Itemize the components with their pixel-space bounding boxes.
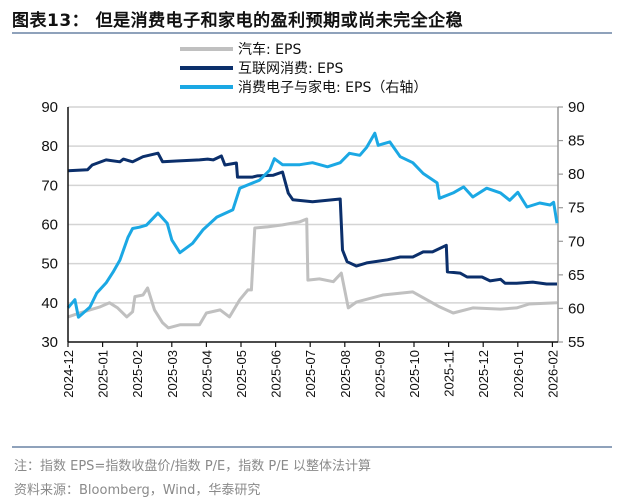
series-line-0 [67,217,558,330]
right-axis-tick-label: 80 [568,166,585,183]
left-axis-tick-label: 80 [41,138,58,155]
x-axis-tick-label: 2025-01 [96,350,111,398]
x-axis-tick-label: 2026-01 [511,350,526,398]
x-axis-tick-label: 2025-06 [269,350,284,398]
x-axis-tick-label: 2025-08 [338,350,353,398]
source-text: 资料来源：Bloomberg，Wind，华泰研究 [14,483,261,498]
right-axis-tick-label: 85 [568,133,585,150]
legend-label-0: 汽车: EPS [238,41,301,58]
x-axis-tick-label: 2025-07 [303,350,318,398]
x-axis-tick-label: 2025-12 [476,350,491,398]
left-axis-tick-label: 90 [41,99,58,116]
right-axis-tick-label: 75 [568,200,585,217]
left-axis-tick-label: 60 [41,217,58,234]
left-axis-tick-label: 30 [41,334,58,351]
series-line-1 [67,151,557,286]
left-axis-tick-label: 40 [41,295,58,312]
x-axis-tick-label: 2025-05 [234,350,249,398]
x-axis-tick-label: 2024-12 [61,350,76,398]
x-axis-tick-label: 2025-09 [372,350,387,398]
right-axis-tick-label: 90 [568,99,585,116]
left-axis-tick-label: 70 [41,177,58,194]
x-axis-tick-label: 2025-02 [130,350,145,398]
right-axis-tick-label: 65 [568,267,585,284]
legend-label-1: 互联网消费: EPS [238,61,343,77]
series-line-2 [66,131,559,319]
x-axis-tick-label: 2025-04 [199,350,214,398]
x-axis-tick-label: 2025-03 [165,350,180,398]
notes-divider [12,446,612,448]
x-axis-tick-label: 2025-11 [442,350,457,397]
legend-label-2: 消费电子与家电: EPS（右轴） [238,79,427,96]
x-axis-tick-label: 2026-02 [545,350,560,398]
right-axis-tick-label: 60 [568,300,585,317]
x-axis-tick-label: 2025-10 [407,350,422,398]
figure-title: 图表13： 但是消费电子和家电的盈利预期或尚未完全企稳 [12,11,464,31]
right-axis-tick-label: 55 [568,334,585,351]
right-axis-tick-label: 70 [568,233,585,250]
title-divider [12,32,612,34]
left-axis-tick-label: 50 [41,256,58,273]
note-text: 注：指数 EPS=指数收盘价/指数 P/E，指数 P/E 以整体法计算 [14,459,371,474]
